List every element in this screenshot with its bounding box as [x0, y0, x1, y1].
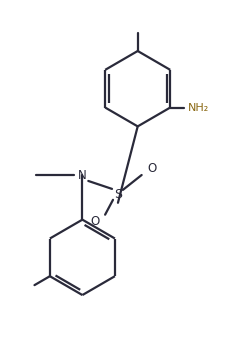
Text: N: N [78, 169, 87, 182]
Text: O: O [91, 215, 100, 228]
Text: S: S [114, 188, 122, 201]
Text: O: O [147, 162, 156, 175]
Text: NH₂: NH₂ [188, 102, 209, 113]
